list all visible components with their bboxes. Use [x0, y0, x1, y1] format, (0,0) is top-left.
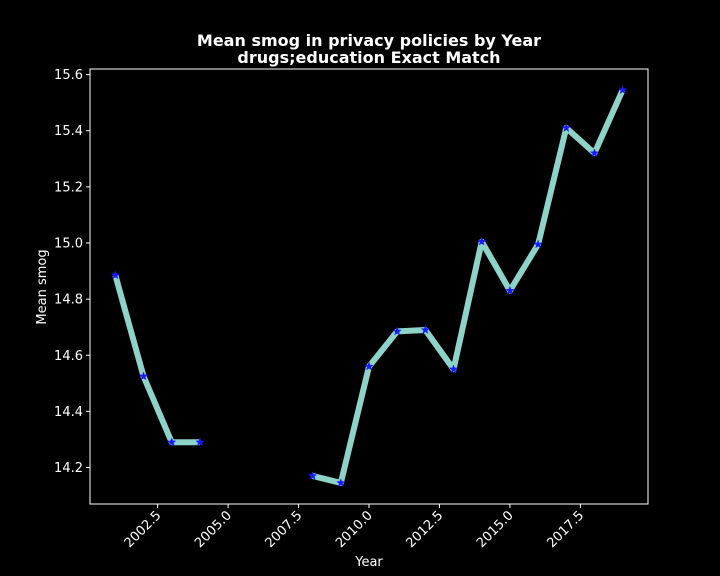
data-point-marker	[336, 478, 346, 487]
x-tick-label: 2015.0	[474, 508, 517, 551]
series-line	[311, 88, 626, 486]
data-point-marker	[110, 270, 121, 280]
data-point-marker	[589, 148, 600, 158]
data-layer	[110, 85, 628, 487]
y-tick-label: 15.0	[54, 237, 83, 252]
data-point-marker	[392, 326, 402, 336]
data-point-marker	[477, 236, 487, 246]
data-point-marker	[364, 361, 374, 371]
data-point-marker	[167, 437, 177, 447]
y-tick-label: 14.4	[54, 405, 83, 420]
data-point-marker	[195, 437, 205, 447]
y-tick-label: 15.4	[54, 124, 83, 139]
axes-layer: 14.2 14.4 14.6 14.8 15.0 15.2 15.4 15.6 2002.5 20…	[54, 68, 649, 551]
data-point-marker	[307, 471, 318, 480]
data-point-marker	[420, 325, 431, 334]
data-point-marker	[448, 364, 459, 374]
x-tick-label: 2005.0	[192, 508, 235, 551]
chart-subtitle: drugs;education Exact Match	[237, 48, 500, 67]
x-tick-label: 2007.5	[263, 508, 306, 551]
x-tick-label: 2017.5	[544, 508, 587, 551]
x-tick-label: 2010.0	[333, 508, 376, 551]
data-point-marker	[617, 85, 628, 95]
x-tick-label: 2012.5	[404, 508, 447, 551]
y-tick-label: 15.6	[54, 68, 83, 83]
x-axis-label: Year	[354, 555, 383, 570]
y-tick-label: 14.8	[54, 293, 83, 308]
data-point-marker	[561, 123, 571, 132]
series-line	[112, 274, 200, 446]
data-point-marker	[505, 285, 515, 295]
data-point-marker	[138, 371, 149, 381]
data-point-marker	[533, 239, 543, 249]
x-tick-label: 2002.5	[122, 508, 165, 551]
y-tick-label: 14.2	[54, 461, 83, 476]
y-tick-label: 15.2	[54, 180, 83, 195]
chart-title: Mean smog in privacy policies by Year	[197, 31, 541, 50]
y-tick-label: 14.6	[54, 349, 83, 364]
y-axis-label: Mean smog	[35, 249, 50, 324]
